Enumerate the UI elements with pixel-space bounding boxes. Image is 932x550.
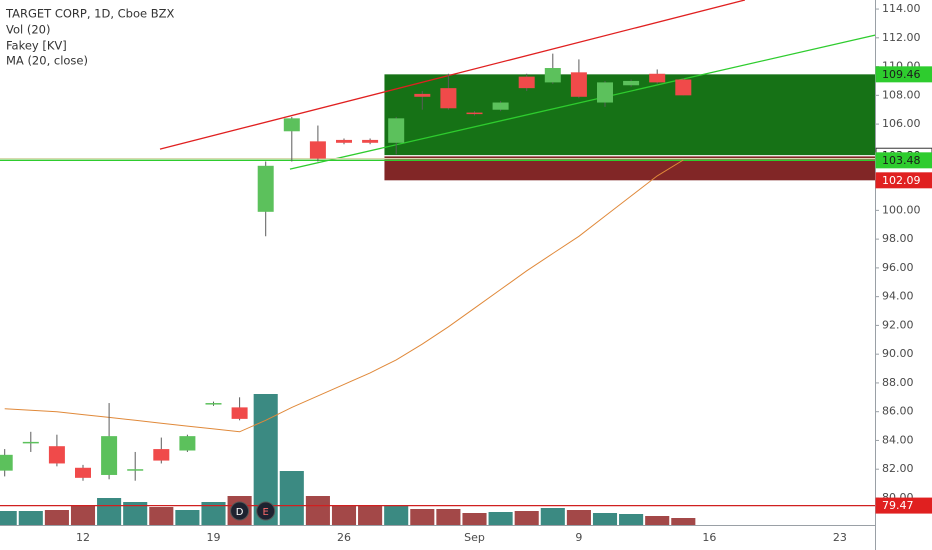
candle-body <box>649 73 666 83</box>
volume-bar <box>592 513 618 525</box>
price-label: 102.09 <box>882 174 921 187</box>
indicator-label: Vol (20) <box>6 23 50 37</box>
event-label: E <box>263 507 269 518</box>
volume-bar <box>671 518 696 525</box>
volume-bar <box>70 506 96 525</box>
volume-bar <box>514 511 539 525</box>
candle-body <box>283 118 300 132</box>
price-label-box <box>875 497 932 514</box>
price-label: 109.46 <box>882 68 921 81</box>
volume-bar <box>201 502 226 525</box>
y-tick-label: 94.00 <box>882 290 914 303</box>
candle-body <box>623 80 640 86</box>
event-marker <box>256 501 276 521</box>
candle-body <box>414 93 431 97</box>
y-tick-label: 96.00 <box>882 261 914 274</box>
candle-body <box>101 436 118 475</box>
candle-body <box>544 68 561 83</box>
candle-body <box>0 454 13 471</box>
volume-bar <box>331 505 357 525</box>
volume-bar <box>149 507 174 525</box>
indicator-label: Fakey [KV] <box>6 39 67 53</box>
y-tick-label: 100.00 <box>882 203 921 216</box>
candle-body <box>492 102 509 110</box>
candle-body <box>336 139 352 143</box>
candle-body <box>205 403 222 405</box>
candle-body <box>48 446 65 464</box>
x-tick-label: 16 <box>702 531 716 544</box>
price-label-box <box>875 172 932 189</box>
y-tick-label: 86.00 <box>882 405 914 418</box>
candle-body <box>675 79 692 96</box>
profit-zone <box>384 74 875 156</box>
y-tick-label: 84.00 <box>882 433 914 446</box>
volume-bar <box>44 510 69 525</box>
y-tick-label: 108.00 <box>882 88 921 101</box>
x-tick-label: 19 <box>207 531 221 544</box>
y-tick-label: 106.00 <box>882 117 921 130</box>
volume-bar <box>358 506 383 525</box>
y-tick-label: 92.00 <box>882 318 914 331</box>
volume-bar <box>436 509 461 525</box>
volume-bar <box>540 508 565 525</box>
candle-body <box>309 141 326 159</box>
x-tick-label: 23 <box>833 531 847 544</box>
price-label: 103.48 <box>882 154 921 167</box>
candle-body <box>22 441 39 444</box>
loss-zone <box>384 155 875 181</box>
x-tick-label: 26 <box>337 531 351 544</box>
volume-bar <box>566 510 591 525</box>
candle-body <box>179 436 196 451</box>
candle-body <box>75 467 91 478</box>
candle-body <box>362 139 379 143</box>
x-tick-label: Sep <box>464 531 485 544</box>
volume-bar <box>123 502 148 525</box>
price-label-box <box>875 152 932 169</box>
indicator-label: MA (20, close) <box>6 54 88 68</box>
volume-bar <box>410 509 435 525</box>
candle-body <box>231 407 248 419</box>
volume-bar <box>97 498 122 525</box>
moving-average <box>4 159 684 433</box>
volume-bar <box>279 471 304 525</box>
candle-body <box>597 82 613 103</box>
volume-bar <box>0 511 17 525</box>
volume-bar <box>645 516 670 525</box>
event-label: D <box>236 507 244 518</box>
y-tick-label: 114.00 <box>882 2 921 15</box>
candle-body <box>570 72 587 97</box>
y-tick-label: 82.00 <box>882 462 914 475</box>
y-tick-label: 88.00 <box>882 376 914 389</box>
y-tick-label: 112.00 <box>882 31 921 44</box>
volume-bar <box>305 496 330 525</box>
volume-bar <box>462 513 487 525</box>
volume-bar <box>18 511 43 525</box>
axes: 80.0082.0084.0086.0088.0090.0092.0094.00… <box>76 2 932 544</box>
candle-body <box>440 88 457 109</box>
candle-body <box>153 449 170 461</box>
candle-body <box>518 76 535 89</box>
trend-line <box>289 34 876 170</box>
chart-title: TARGET CORP, 1D, Cboe BZX <box>5 7 175 21</box>
y-tick-label: 90.00 <box>882 347 914 360</box>
price-label-box <box>875 66 932 83</box>
candle-body <box>257 165 274 212</box>
volume-bar <box>488 512 513 525</box>
y-tick-label: 98.00 <box>882 232 914 245</box>
trend-line <box>159 0 746 150</box>
x-tick-label: 9 <box>575 531 582 544</box>
event-marker <box>230 501 250 521</box>
volume-bar <box>619 514 644 525</box>
volume-bar <box>175 510 200 525</box>
price-label: 79.47 <box>882 499 914 512</box>
candle-body <box>388 118 405 143</box>
candle-body <box>466 112 483 115</box>
candle-body <box>127 469 144 471</box>
volume-bar <box>384 505 409 525</box>
x-tick-label: 12 <box>76 531 90 544</box>
